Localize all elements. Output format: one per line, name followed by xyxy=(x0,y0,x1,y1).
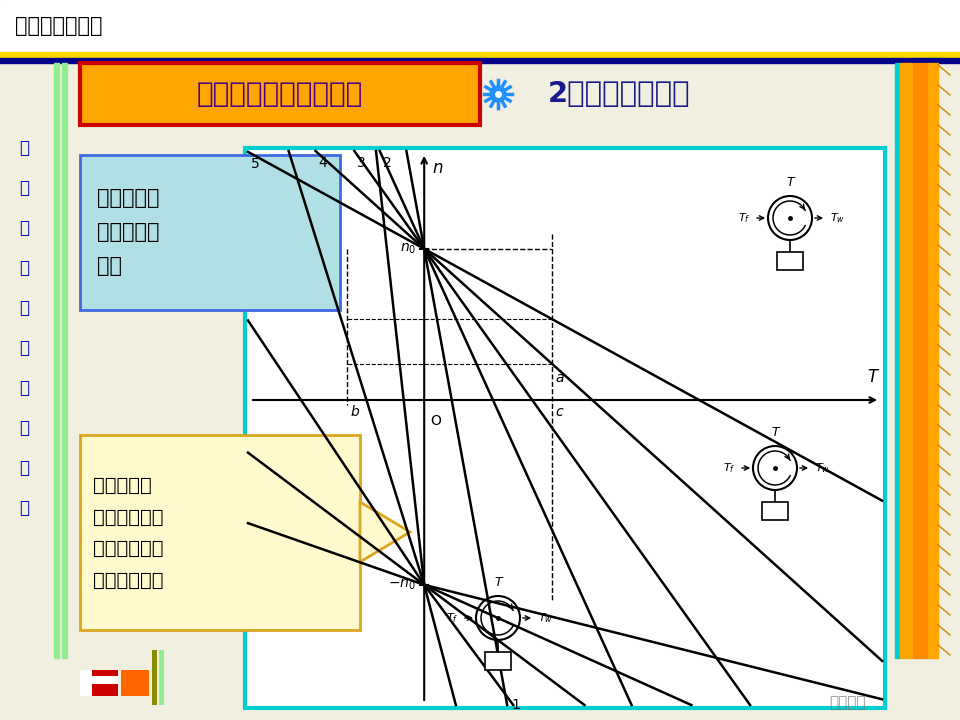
Text: $-n_0$: $-n_0$ xyxy=(388,577,417,592)
Text: O: O xyxy=(430,414,441,428)
Text: （二）电动机转子电路: （二）电动机转子电路 xyxy=(197,80,363,108)
Text: 3: 3 xyxy=(357,156,366,170)
Text: 桥: 桥 xyxy=(19,139,29,157)
Text: 的: 的 xyxy=(19,339,29,357)
Text: 天车工培训教程: 天车工培训教程 xyxy=(15,16,103,36)
Text: T: T xyxy=(867,368,877,386)
Text: 重: 重 xyxy=(19,259,29,277)
Text: 机: 机 xyxy=(19,299,29,317)
Text: 2．轻载下放重物: 2．轻载下放重物 xyxy=(548,80,690,108)
Text: T: T xyxy=(786,176,794,189)
Text: 2: 2 xyxy=(383,156,392,170)
Text: 5: 5 xyxy=(251,157,260,171)
Text: T: T xyxy=(494,576,502,589)
Text: b: b xyxy=(350,405,359,419)
Text: T: T xyxy=(771,426,779,439)
Bar xyxy=(913,63,927,658)
Bar xyxy=(54,63,59,658)
Bar xyxy=(245,148,885,708)
Bar xyxy=(62,63,67,658)
Text: 4: 4 xyxy=(319,156,327,170)
Text: c: c xyxy=(555,405,563,419)
Text: $T_w$: $T_w$ xyxy=(815,461,830,475)
Text: $T_f$: $T_f$ xyxy=(723,461,735,475)
Bar xyxy=(80,63,480,125)
Bar xyxy=(762,502,788,520)
Bar xyxy=(895,63,899,658)
Bar xyxy=(80,670,118,696)
Bar xyxy=(80,155,340,310)
Bar xyxy=(0,58,960,63)
Text: 电: 电 xyxy=(19,379,29,397)
Bar xyxy=(0,0,960,52)
Bar xyxy=(80,435,360,630)
Bar xyxy=(485,652,511,670)
Bar xyxy=(80,670,92,696)
Text: $T_w$: $T_w$ xyxy=(538,611,553,625)
Bar xyxy=(159,650,164,705)
Text: $T_f$: $T_f$ xyxy=(737,211,750,225)
Text: 1: 1 xyxy=(511,698,520,712)
Text: n: n xyxy=(432,159,443,177)
Polygon shape xyxy=(360,502,410,562)
Bar xyxy=(777,252,803,270)
Text: a: a xyxy=(555,371,564,385)
Bar xyxy=(0,52,960,58)
Bar xyxy=(900,63,912,658)
Text: $T_f$: $T_f$ xyxy=(445,611,458,625)
Text: 起: 起 xyxy=(19,219,29,237)
Text: $T_w$: $T_w$ xyxy=(830,211,845,225)
Text: 运行于第三
象限。不同的
档位可获得不
同的下降速度: 运行于第三 象限。不同的 档位可获得不 同的下降速度 xyxy=(93,476,163,590)
Text: $n_0$: $n_0$ xyxy=(400,242,417,256)
Text: 控: 控 xyxy=(19,459,29,477)
Bar xyxy=(121,670,149,696)
Text: 用于控制起
重机吊钩的
升降: 用于控制起 重机吊钩的 升降 xyxy=(97,188,159,276)
Text: 电工之家: 电工之家 xyxy=(829,696,866,711)
Text: 式: 式 xyxy=(19,179,29,197)
Text: 制: 制 xyxy=(19,499,29,517)
Bar xyxy=(80,676,118,684)
Text: 气: 气 xyxy=(19,419,29,437)
Bar xyxy=(928,63,938,658)
Bar xyxy=(152,650,157,705)
